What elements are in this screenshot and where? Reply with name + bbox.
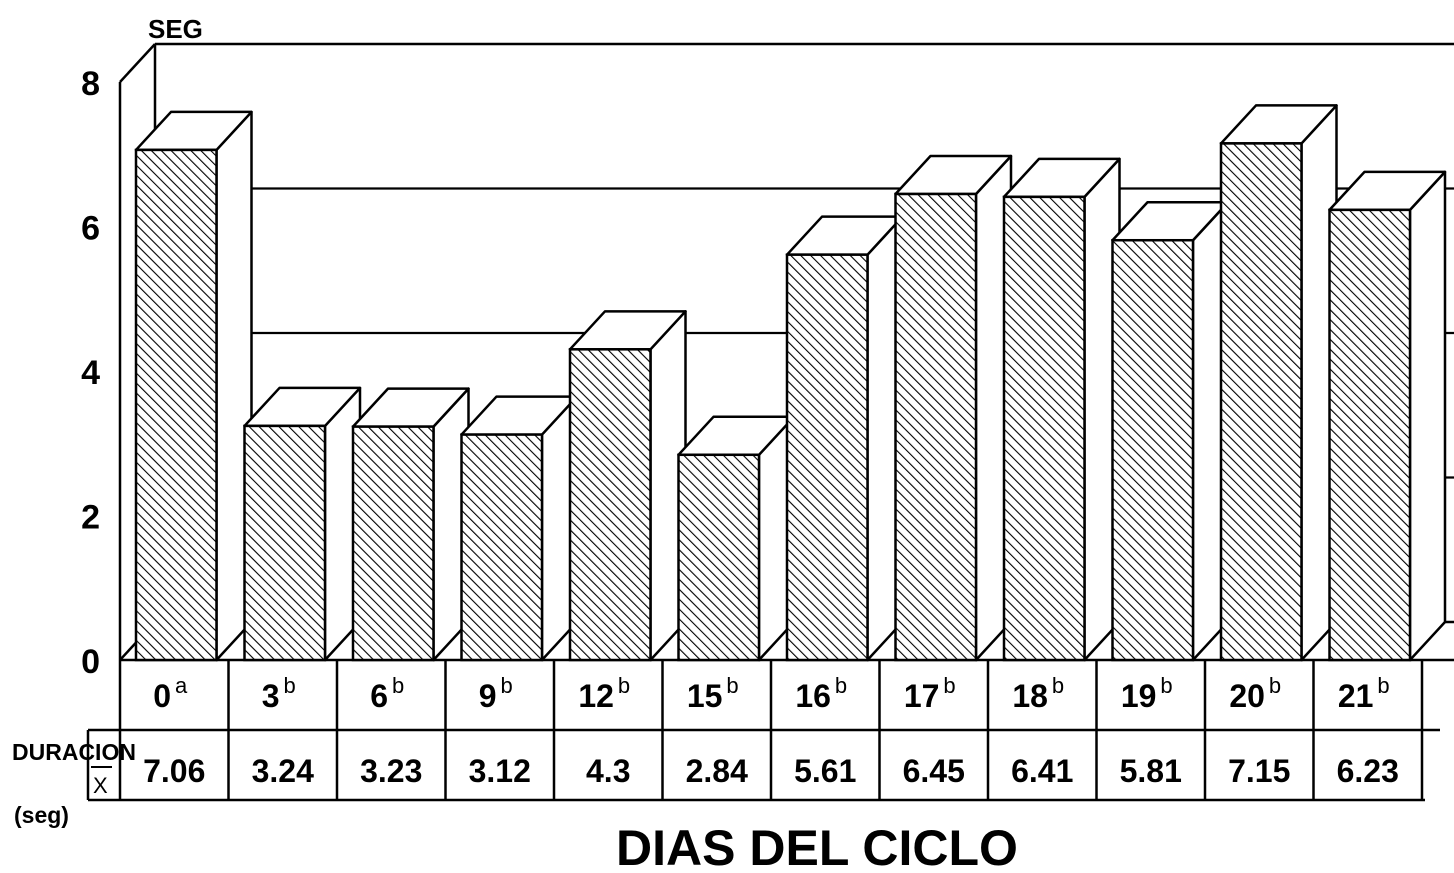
bar xyxy=(677,415,796,662)
data-value-label: 7.06 xyxy=(143,753,205,789)
x-axis-title: DIAS DEL CICLO xyxy=(616,820,1018,873)
x-tick-label: 15 b xyxy=(687,673,739,714)
bar-front-face xyxy=(243,424,327,662)
data-value-label: 3.23 xyxy=(360,753,422,789)
y-tick-label: 4 xyxy=(81,354,100,392)
bar-front-face xyxy=(894,192,978,662)
y-tick-label: 0 xyxy=(81,643,100,681)
bar-front-face xyxy=(1328,208,1412,662)
bar xyxy=(1328,170,1447,662)
row-label-unit: (seg) xyxy=(14,802,69,828)
row-label-duration: DURACION xyxy=(12,739,136,765)
bar xyxy=(894,154,1013,662)
x-tick-label: 12 b xyxy=(578,673,630,714)
bar xyxy=(1219,104,1338,662)
bar-front-face xyxy=(785,253,869,662)
bar xyxy=(1111,200,1230,662)
data-value-label: 3.12 xyxy=(469,753,531,789)
data-value-label: 4.3 xyxy=(586,753,630,789)
x-tick-label: 16 b xyxy=(795,673,847,714)
y-tick-label: 2 xyxy=(81,499,100,537)
bar-front-face xyxy=(1219,142,1303,662)
x-tick-label: 19 b xyxy=(1121,673,1173,714)
bar xyxy=(785,215,904,662)
x-tick-label: 20 b xyxy=(1229,673,1281,714)
data-value-label: 6.45 xyxy=(903,753,965,789)
x-tick-label: 17 b xyxy=(904,673,956,714)
data-value-label: 6.23 xyxy=(1337,753,1399,789)
bar xyxy=(568,310,687,662)
bar xyxy=(351,387,470,662)
data-value-label: 5.81 xyxy=(1120,753,1182,789)
bar-front-face xyxy=(568,348,652,662)
y-axis-ticks: 0 2 4 6 8 xyxy=(81,65,100,681)
data-value-label: 7.15 xyxy=(1228,753,1290,789)
y-axis-unit-label: SEG xyxy=(148,14,203,44)
x-tick-label: 18 b xyxy=(1012,673,1064,714)
bar-front-face xyxy=(460,433,544,662)
bar xyxy=(243,386,362,662)
data-table xyxy=(86,660,1440,802)
y-tick-label: 6 xyxy=(81,210,100,248)
data-value-label: 6.41 xyxy=(1011,753,1073,789)
left-wall-top-edge xyxy=(119,43,156,83)
data-value-label: 3.24 xyxy=(252,753,314,789)
bar-front-face xyxy=(677,453,761,662)
bar-front-face xyxy=(1111,238,1195,662)
row-label-mean-symbol: X xyxy=(93,773,108,798)
value-labels: 7.06 3.24 3.23 3.12 4.3 2.84 5.61 6.45 6.41 5.81 7… xyxy=(143,753,1399,789)
data-value-label: 5.61 xyxy=(794,753,856,789)
bar xyxy=(1002,157,1121,662)
y-tick-label: 8 xyxy=(81,65,100,103)
bar-front-face xyxy=(351,425,435,662)
data-value-label: 2.84 xyxy=(686,753,748,789)
bar-front-face xyxy=(1002,195,1086,662)
bars xyxy=(134,104,1447,662)
bar xyxy=(134,110,253,662)
bar-side-face xyxy=(1408,170,1447,662)
table-dividers xyxy=(227,660,1424,800)
bar xyxy=(460,395,579,662)
bar-front-face xyxy=(134,148,218,662)
x-tick-label: 21 b xyxy=(1338,673,1390,714)
